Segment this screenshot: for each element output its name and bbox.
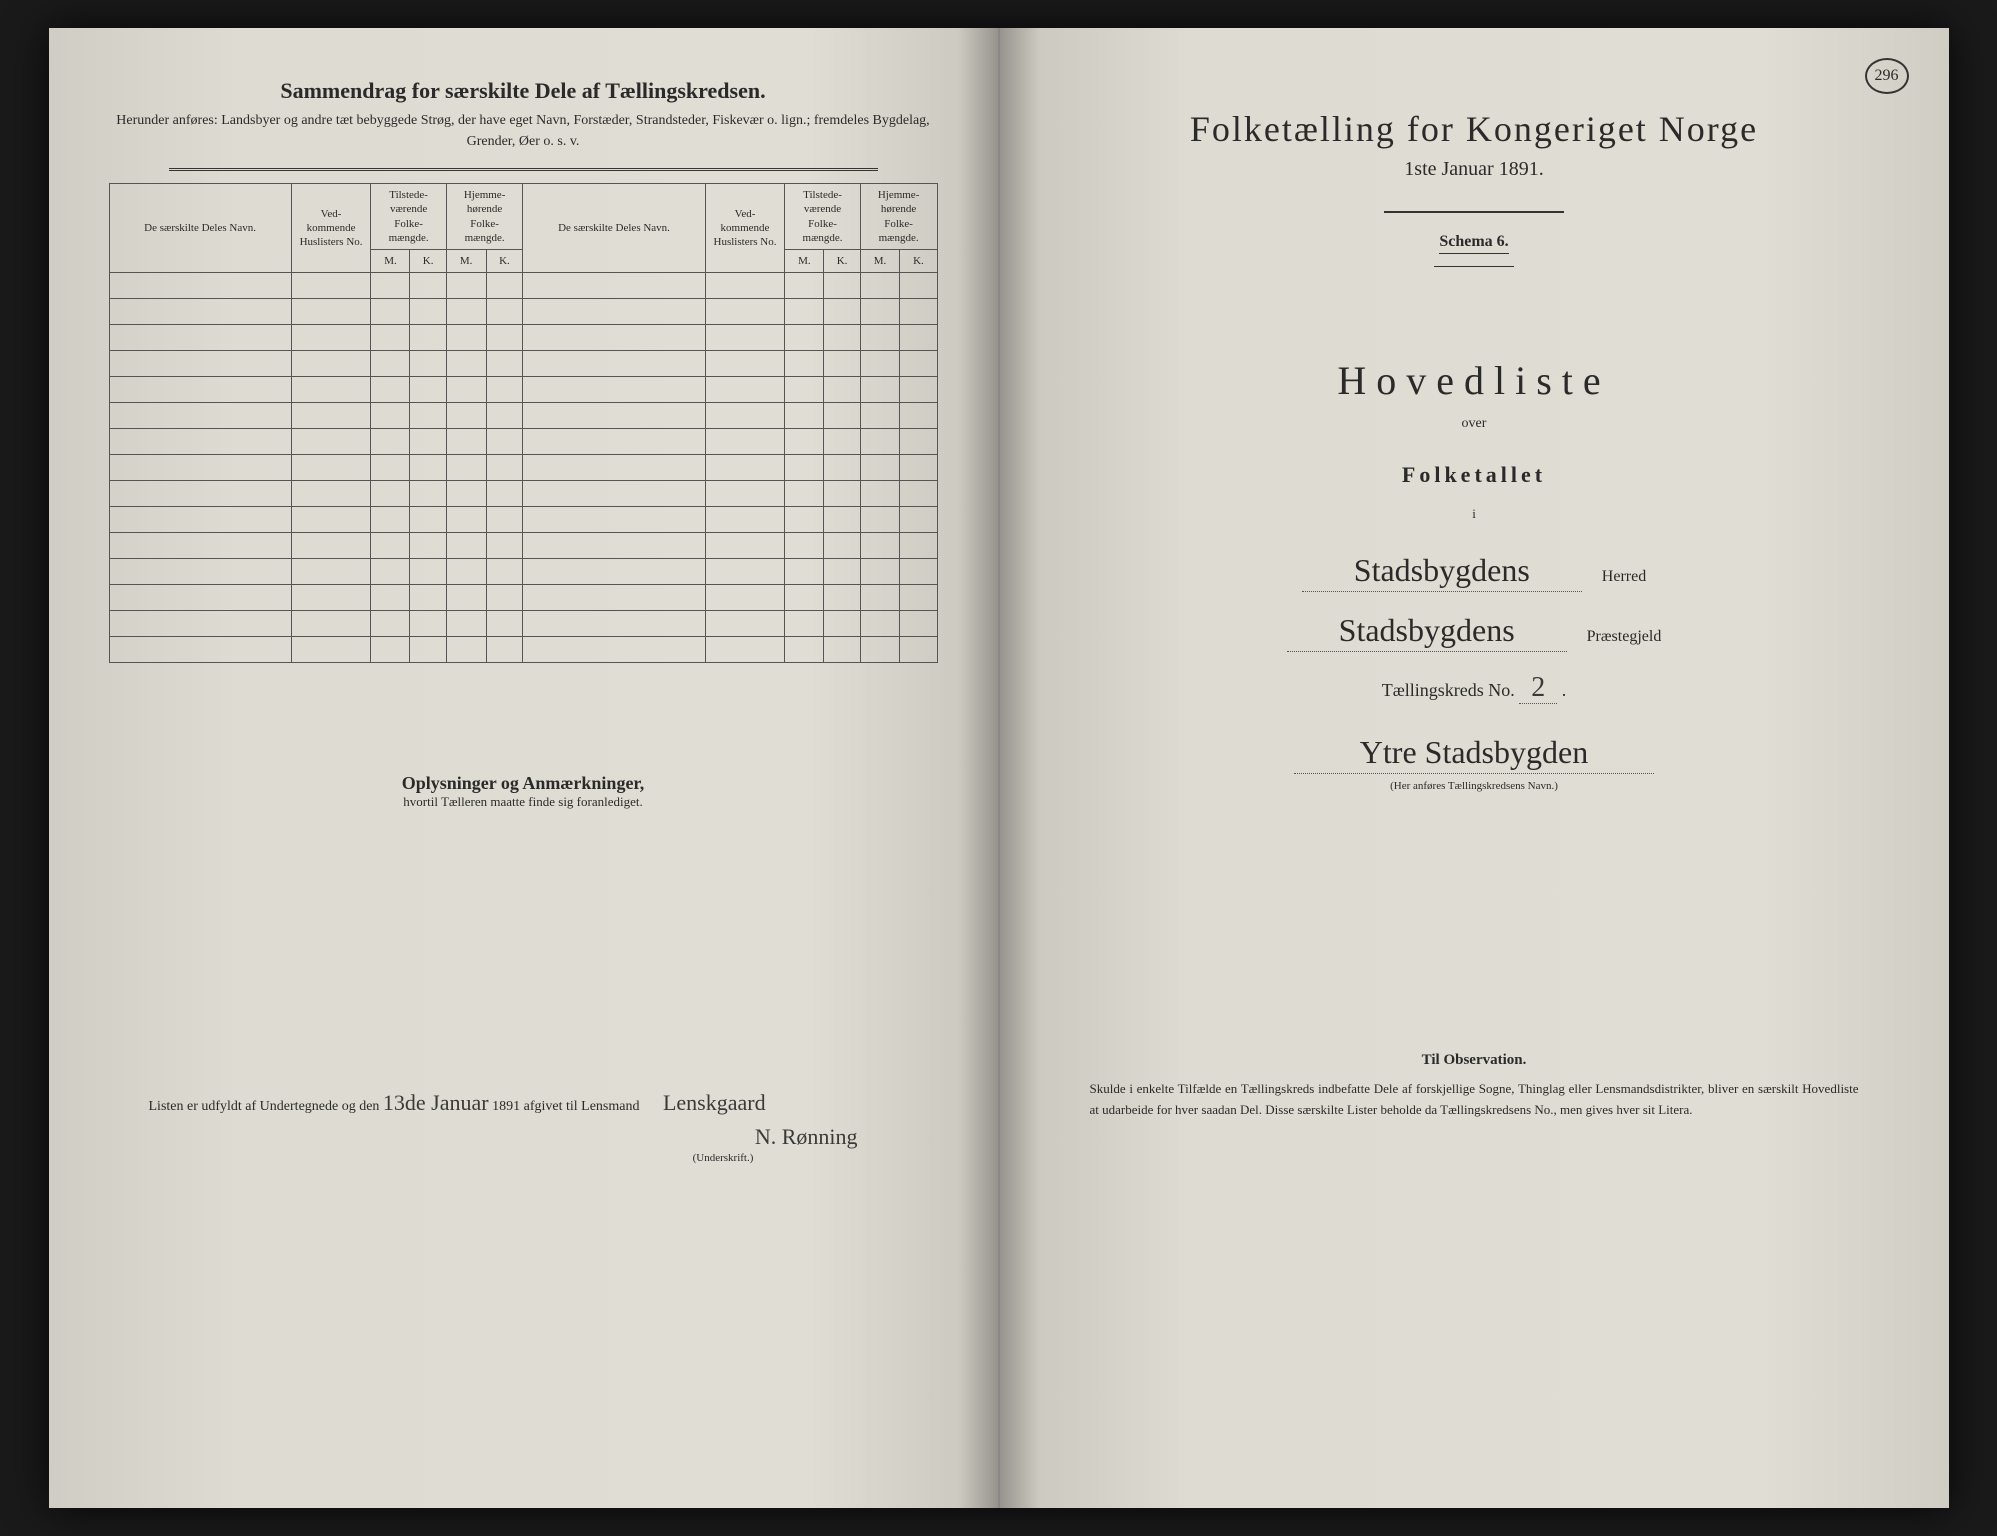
observation-heading: Til Observation. — [1060, 1052, 1889, 1069]
table-row — [109, 403, 937, 429]
table-row — [109, 429, 937, 455]
col-tilstede: Tilstede-værende Folke-mængde. — [371, 184, 446, 250]
footer-date-handwritten: 13de Januar — [383, 1090, 489, 1115]
over-label: over — [1060, 416, 1889, 432]
page-number: 296 — [1865, 58, 1909, 94]
summary-heading: Sammendrag for særskilte Dele af Tælling… — [109, 78, 938, 104]
table-row — [109, 585, 937, 611]
table-row — [109, 273, 937, 299]
table-row — [109, 377, 937, 403]
table-row — [109, 351, 937, 377]
col-huslisters-2: Ved-kommende Huslisters No. — [705, 184, 785, 273]
signature-label: (Underskrift.) — [109, 1152, 938, 1164]
table-row — [109, 611, 937, 637]
kreds-row: Tællingskreds No. 2 . — [1060, 672, 1889, 704]
observation-section: Til Observation. Skulde i enkelte Tilfæl… — [1060, 1052, 1889, 1121]
herred-label: Herred — [1602, 568, 1646, 586]
summary-subheading: Herunder anføres: Landsbyer og andre tæt… — [109, 110, 938, 152]
col-k: K. — [824, 250, 860, 273]
herred-value-handwritten: Stadsbygdens — [1302, 552, 1582, 592]
table-row — [109, 559, 937, 585]
signature-2: N. Rønning — [109, 1124, 938, 1150]
left-page: Sammendrag for særskilte Dele af Tælling… — [49, 28, 1000, 1508]
col-m: M. — [446, 250, 486, 273]
praeste-value-handwritten: Stadsbygdens — [1287, 612, 1567, 652]
census-title: Folketælling for Kongeriget Norge — [1060, 108, 1889, 150]
herred-row: Stadsbygdens Herred — [1060, 552, 1889, 592]
col-name-2: De særskilte Deles Navn. — [523, 184, 705, 273]
kreds-number-handwritten: 2 — [1519, 672, 1557, 704]
table-row — [109, 299, 937, 325]
census-date: 1ste Januar 1891. — [1060, 158, 1889, 181]
main-list-heading: Hovedliste — [1060, 357, 1889, 404]
book-spread: Sammendrag for særskilte Dele af Tælling… — [49, 28, 1949, 1508]
col-m: M. — [785, 250, 824, 273]
col-tilstede-2: Tilstede-værende Folke-mængde. — [785, 184, 860, 250]
observation-text: Skulde i enkelte Tilfælde en Tællingskre… — [1060, 1079, 1889, 1121]
col-k: K. — [486, 250, 523, 273]
footer-year: 1891 afgivet til Lensmand — [492, 1099, 639, 1114]
population-label: Folketallet — [1060, 462, 1889, 488]
col-hjemme-2: Hjemme-hørende Folke-mængde. — [860, 184, 937, 250]
remarks-heading: Oplysninger og Anmærkninger, — [109, 773, 938, 794]
remarks-subheading: hvortil Tælleren maatte finde sig foranl… — [109, 794, 938, 810]
summary-table: De særskilte Deles Navn. Ved-kommende Hu… — [109, 183, 938, 663]
col-k: K. — [900, 250, 937, 273]
table-row — [109, 455, 937, 481]
col-hjemme: Hjemme-hørende Folke-mængde. — [446, 184, 523, 250]
divider — [1434, 266, 1514, 267]
footer-prefix: Listen er udfyldt af Undertegnede og den — [149, 1099, 380, 1114]
kreds-name-handwritten: Ytre Stadsbygden — [1294, 734, 1654, 774]
kreds-name-hint: (Her anføres Tællingskredsens Navn.) — [1060, 780, 1889, 792]
table-row — [109, 507, 937, 533]
period: . — [1562, 680, 1567, 700]
praestegjeld-row: Stadsbygdens Præstegjeld — [1060, 612, 1889, 652]
table-row — [109, 325, 937, 351]
kreds-name-row: Ytre Stadsbygden — [1060, 734, 1889, 774]
praeste-label: Præstegjeld — [1587, 628, 1662, 646]
schema-label: Schema 6. — [1439, 233, 1508, 254]
table-row — [109, 481, 937, 507]
right-page: 296 Folketælling for Kongeriget Norge 1s… — [1000, 28, 1949, 1508]
kreds-label: Tællingskreds No. — [1382, 680, 1515, 700]
footer-attestation: Listen er udfyldt af Undertegnede og den… — [109, 1090, 938, 1116]
col-huslisters: Ved-kommende Huslisters No. — [291, 184, 371, 273]
table-row — [109, 637, 937, 663]
divider — [1384, 211, 1564, 213]
col-m: M. — [371, 250, 410, 273]
col-m: M. — [860, 250, 900, 273]
col-k: K. — [410, 250, 446, 273]
col-name: De særskilte Deles Navn. — [109, 184, 291, 273]
in-label: i — [1060, 506, 1889, 522]
summary-table-body — [109, 273, 937, 663]
divider — [169, 168, 878, 171]
signature-1: Lenskgaard — [663, 1090, 766, 1115]
table-row — [109, 533, 937, 559]
